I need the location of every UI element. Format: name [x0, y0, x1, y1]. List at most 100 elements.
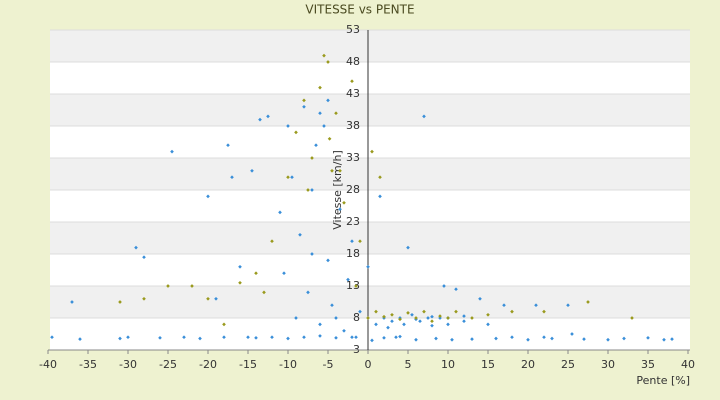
point [426, 316, 430, 320]
point [670, 337, 674, 341]
x-tick-label: -15 [239, 358, 257, 371]
point [486, 322, 490, 327]
point [470, 337, 474, 341]
x-tick-label: 0 [365, 358, 372, 371]
point [430, 323, 434, 328]
y-tick-label: 38 [346, 119, 360, 132]
point [646, 336, 650, 340]
point [318, 334, 322, 338]
point [306, 188, 310, 192]
y-tick-label: 8 [353, 311, 360, 324]
point [622, 336, 626, 341]
point [446, 322, 450, 327]
point [330, 303, 334, 308]
point [374, 322, 378, 327]
point [438, 314, 442, 318]
point [238, 280, 242, 285]
point [470, 316, 474, 320]
point [374, 309, 378, 314]
point [418, 319, 422, 324]
point [434, 336, 438, 341]
x-tick-label: -40 [39, 358, 57, 371]
x-tick-label: -10 [279, 358, 297, 371]
x-tick-label: -30 [119, 358, 137, 371]
y-tick-label: 13 [346, 279, 360, 292]
point [398, 334, 402, 339]
x-tick-label: 25 [561, 358, 575, 371]
point [334, 316, 338, 320]
point [382, 336, 386, 340]
point [290, 175, 294, 180]
point [350, 335, 354, 340]
point [414, 316, 418, 320]
point [542, 335, 546, 340]
point [354, 284, 358, 288]
point [358, 239, 362, 244]
point [630, 316, 634, 320]
point [330, 168, 334, 173]
point [414, 337, 418, 342]
y-tick-label: 18 [346, 247, 360, 260]
point [406, 311, 410, 315]
x-tick-label: 10 [441, 358, 455, 371]
x-tick-label: -5 [323, 358, 334, 371]
point [170, 149, 174, 154]
point [526, 337, 530, 342]
x-tick-label: 5 [405, 358, 412, 371]
x-tick-label: 20 [521, 358, 535, 371]
point [606, 337, 610, 342]
x-tick-label: 15 [481, 358, 495, 371]
point [126, 335, 130, 340]
point [250, 168, 254, 173]
point [366, 264, 370, 269]
point [398, 317, 402, 322]
point [394, 335, 398, 340]
band [50, 158, 690, 190]
point [534, 303, 538, 308]
point [222, 322, 226, 327]
point [142, 255, 146, 260]
y-tick-label: 23 [346, 215, 360, 228]
point [298, 232, 302, 237]
x-tick-label: 40 [681, 358, 695, 371]
x-axis-label: Pente [%] [636, 374, 690, 387]
point [182, 335, 186, 340]
point [338, 168, 342, 173]
point [354, 335, 358, 340]
band [50, 286, 690, 318]
point [486, 312, 490, 317]
point [454, 309, 458, 314]
point [478, 296, 482, 301]
point [370, 338, 374, 343]
point [462, 319, 466, 324]
point [570, 332, 574, 336]
point [314, 143, 318, 148]
point [318, 322, 322, 327]
point [286, 124, 290, 128]
point [378, 194, 382, 199]
point [390, 312, 394, 317]
point [494, 336, 498, 341]
point [310, 156, 314, 160]
x-tick-label: -25 [159, 358, 177, 371]
point [310, 252, 314, 256]
point [238, 264, 242, 269]
point [510, 335, 514, 340]
point [462, 314, 466, 318]
x-tick-label: -20 [199, 358, 217, 371]
point [198, 336, 202, 341]
point [118, 336, 122, 341]
y-tick-label: 48 [346, 55, 360, 68]
point [306, 290, 310, 295]
point [442, 284, 446, 288]
point [294, 316, 298, 320]
point [662, 337, 666, 342]
point [190, 284, 194, 288]
point [446, 316, 450, 320]
point [302, 98, 306, 103]
point [502, 303, 506, 308]
point [342, 200, 346, 205]
point [266, 114, 270, 119]
point [326, 98, 330, 103]
point [270, 239, 274, 244]
